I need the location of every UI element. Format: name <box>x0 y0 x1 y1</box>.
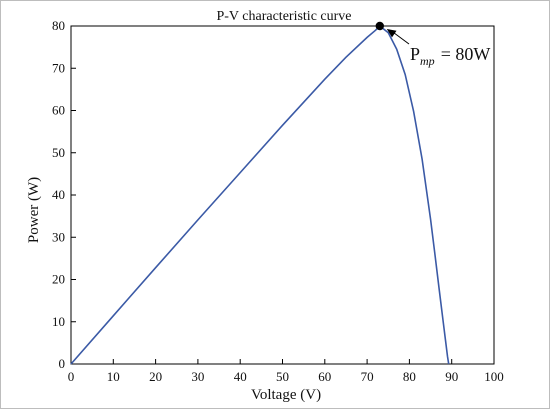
x-tick-label: 60 <box>318 369 331 384</box>
y-tick-label: 30 <box>52 229 65 244</box>
y-tick-label: 70 <box>52 60 65 75</box>
pv-curve-line <box>70 24 450 365</box>
x-axis: 0 10 20 30 40 50 60 70 80 90 100 <box>68 359 504 384</box>
annotation-subscript: mp <box>420 54 435 68</box>
x-axis-label: Voltage (V) <box>251 387 321 403</box>
x-tick-label: 50 <box>276 369 289 384</box>
x-tick-label: 30 <box>191 369 204 384</box>
x-tick-label: 100 <box>484 369 504 384</box>
annotation-main: P <box>410 44 420 64</box>
annotation-arrow-head <box>386 29 397 38</box>
mpp-marker-point <box>375 21 384 31</box>
y-tick-label: 80 <box>52 18 65 33</box>
x-tick-label: 70 <box>361 369 374 384</box>
x-tick-label: 20 <box>149 369 162 384</box>
y-tick-label: 10 <box>52 314 65 329</box>
y-tick-label: 0 <box>59 356 66 371</box>
plot-border <box>70 25 495 365</box>
annotation-value: = 80W <box>441 44 491 64</box>
x-tick-label: 80 <box>403 369 416 384</box>
x-tick-label: 10 <box>107 369 120 384</box>
y-axis-label: Power (W) <box>26 177 42 243</box>
x-tick-label: 90 <box>445 369 458 384</box>
plot-area <box>70 25 495 365</box>
y-tick-label: 20 <box>52 272 65 287</box>
y-axis: 0 10 20 30 40 50 60 70 80 <box>52 18 76 371</box>
series-layer <box>70 21 450 365</box>
x-tick-label: 40 <box>234 369 247 384</box>
mpp-annotation: Pmp = 80W <box>386 29 490 68</box>
chart-title: P-V characteristic curve <box>216 9 351 24</box>
annotation-label: Pmp = 80W <box>410 44 490 68</box>
annotation-arrow-line <box>392 31 410 45</box>
x-tick-label: 0 <box>68 369 75 384</box>
y-tick-label: 60 <box>52 103 65 118</box>
y-tick-label: 50 <box>52 145 65 160</box>
y-tick-label: 40 <box>52 187 65 202</box>
